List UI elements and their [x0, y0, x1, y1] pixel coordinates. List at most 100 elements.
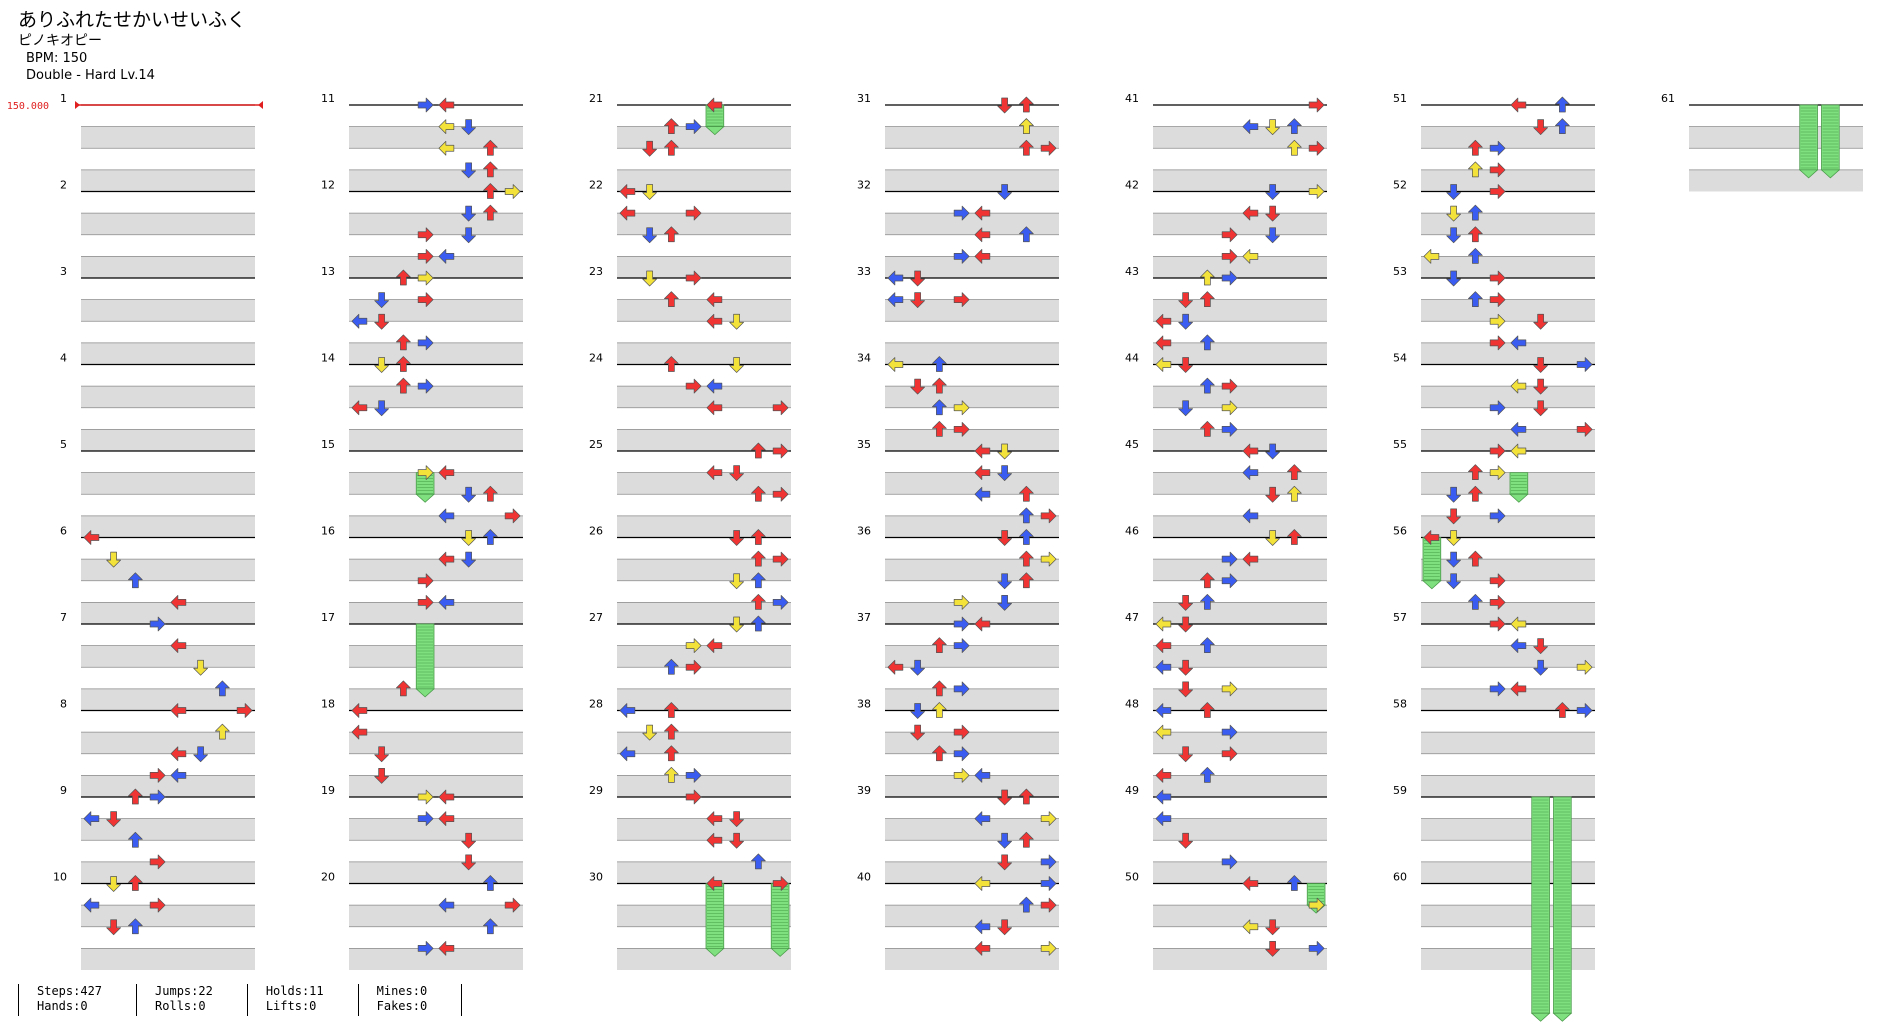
measure-number: 48	[1125, 698, 1139, 711]
down-arrow-icon	[193, 659, 208, 676]
right-arrow-icon	[1576, 659, 1593, 675]
right-arrow-icon	[417, 595, 434, 610]
right-arrow-icon	[1308, 97, 1325, 113]
left-arrow-icon	[1242, 551, 1259, 567]
up-arrow-icon	[1200, 269, 1215, 286]
left-arrow-icon	[706, 292, 723, 307]
measure-number: 9	[60, 784, 67, 797]
right-arrow-icon	[1040, 811, 1057, 826]
right-arrow-icon	[1489, 443, 1506, 459]
left-arrow-icon	[974, 465, 991, 480]
measure-number: 60	[1393, 871, 1407, 884]
measure-number: 11	[321, 92, 335, 105]
down-arrow-icon	[642, 140, 657, 157]
up-arrow-icon	[932, 356, 947, 372]
right-arrow-icon	[1221, 270, 1238, 286]
left-arrow-icon	[438, 551, 455, 567]
up-arrow-icon	[1468, 204, 1483, 221]
left-arrow-icon	[1423, 530, 1440, 545]
measure-number: 58	[1393, 698, 1407, 711]
hold-tail	[1530, 1012, 1551, 1022]
measure-number: 28	[589, 698, 603, 711]
measure-number: 50	[1125, 871, 1139, 884]
left-arrow-icon	[351, 703, 368, 718]
up-arrow-icon	[1555, 118, 1570, 134]
down-arrow-icon	[374, 768, 389, 784]
beat-band	[81, 818, 255, 841]
left-arrow-icon	[1155, 313, 1172, 329]
down-arrow-icon	[1533, 400, 1548, 417]
left-arrow-icon	[1242, 508, 1259, 524]
bpm-value: 150.000	[7, 101, 49, 112]
down-arrow-icon	[729, 313, 744, 330]
down-arrow-icon	[374, 357, 389, 373]
left-arrow-icon	[887, 659, 904, 675]
right-arrow-icon	[953, 638, 970, 653]
up-arrow-icon	[664, 702, 679, 718]
beat-band	[81, 775, 255, 797]
hold-tail	[704, 126, 725, 136]
left-arrow-icon	[1155, 724, 1172, 740]
down-arrow-icon	[461, 486, 476, 503]
down-arrow-icon	[1178, 746, 1193, 763]
down-arrow-icon	[374, 746, 389, 763]
beat-band	[81, 948, 255, 970]
left-arrow-icon	[974, 443, 991, 459]
measure-number: 10	[53, 871, 67, 884]
right-arrow-icon	[1221, 746, 1238, 762]
measure-number: 55	[1393, 438, 1407, 451]
right-arrow-icon	[1040, 551, 1057, 567]
beat-band	[1421, 905, 1595, 927]
beat-band	[81, 559, 255, 581]
hold-tail	[1508, 493, 1529, 503]
measure-panels: 1234567891011121314151617181920212223242…	[53, 92, 1863, 970]
beat-band	[81, 256, 255, 278]
up-arrow-icon	[1019, 788, 1034, 805]
stat-divider	[461, 984, 463, 1016]
up-arrow-icon	[483, 139, 498, 156]
measure-number: 52	[1393, 179, 1407, 192]
left-arrow-icon	[438, 119, 455, 134]
down-arrow-icon	[1178, 681, 1193, 698]
measure-number: 43	[1125, 265, 1139, 278]
beat-band	[1153, 429, 1327, 451]
measure-number: 22	[589, 179, 603, 192]
right-arrow-icon	[1489, 270, 1506, 286]
left-arrow-icon	[1510, 616, 1527, 632]
down-arrow-icon	[997, 832, 1012, 849]
measure-number: 12	[321, 179, 335, 192]
right-arrow-icon	[685, 638, 702, 653]
right-arrow-icon	[685, 768, 702, 783]
beat-band	[617, 515, 791, 538]
down-arrow-icon	[910, 292, 925, 308]
measure-number: 19	[321, 784, 335, 797]
beat-band	[349, 126, 523, 149]
hold-body	[770, 883, 791, 957]
beat-band	[349, 775, 523, 797]
song-artist: ピノキオピー	[18, 33, 102, 49]
up-arrow-icon	[1200, 377, 1215, 394]
right-arrow-icon	[1221, 573, 1238, 589]
right-arrow-icon	[953, 292, 970, 307]
left-arrow-icon	[1242, 876, 1259, 891]
down-arrow-icon	[1178, 832, 1193, 849]
down-arrow-icon	[1533, 313, 1548, 330]
left-arrow-icon	[438, 595, 455, 610]
up-arrow-icon	[932, 745, 947, 762]
stat-steps: Steps:427	[37, 984, 103, 998]
left-arrow-icon	[438, 140, 455, 156]
down-arrow-icon	[461, 832, 476, 849]
beat-band	[349, 299, 523, 322]
measure-number: 1	[60, 92, 67, 105]
beat-band	[1153, 299, 1327, 322]
measure-number: 54	[1393, 352, 1407, 365]
left-arrow-icon	[974, 876, 991, 891]
up-arrow-icon	[396, 269, 411, 286]
beat-band	[1421, 342, 1595, 365]
measure-number: 21	[589, 92, 603, 105]
left-arrow-icon	[83, 530, 100, 545]
left-arrow-icon	[974, 919, 991, 935]
left-arrow-icon	[1242, 465, 1259, 480]
left-arrow-icon	[1155, 616, 1172, 632]
right-arrow-icon	[685, 659, 702, 675]
